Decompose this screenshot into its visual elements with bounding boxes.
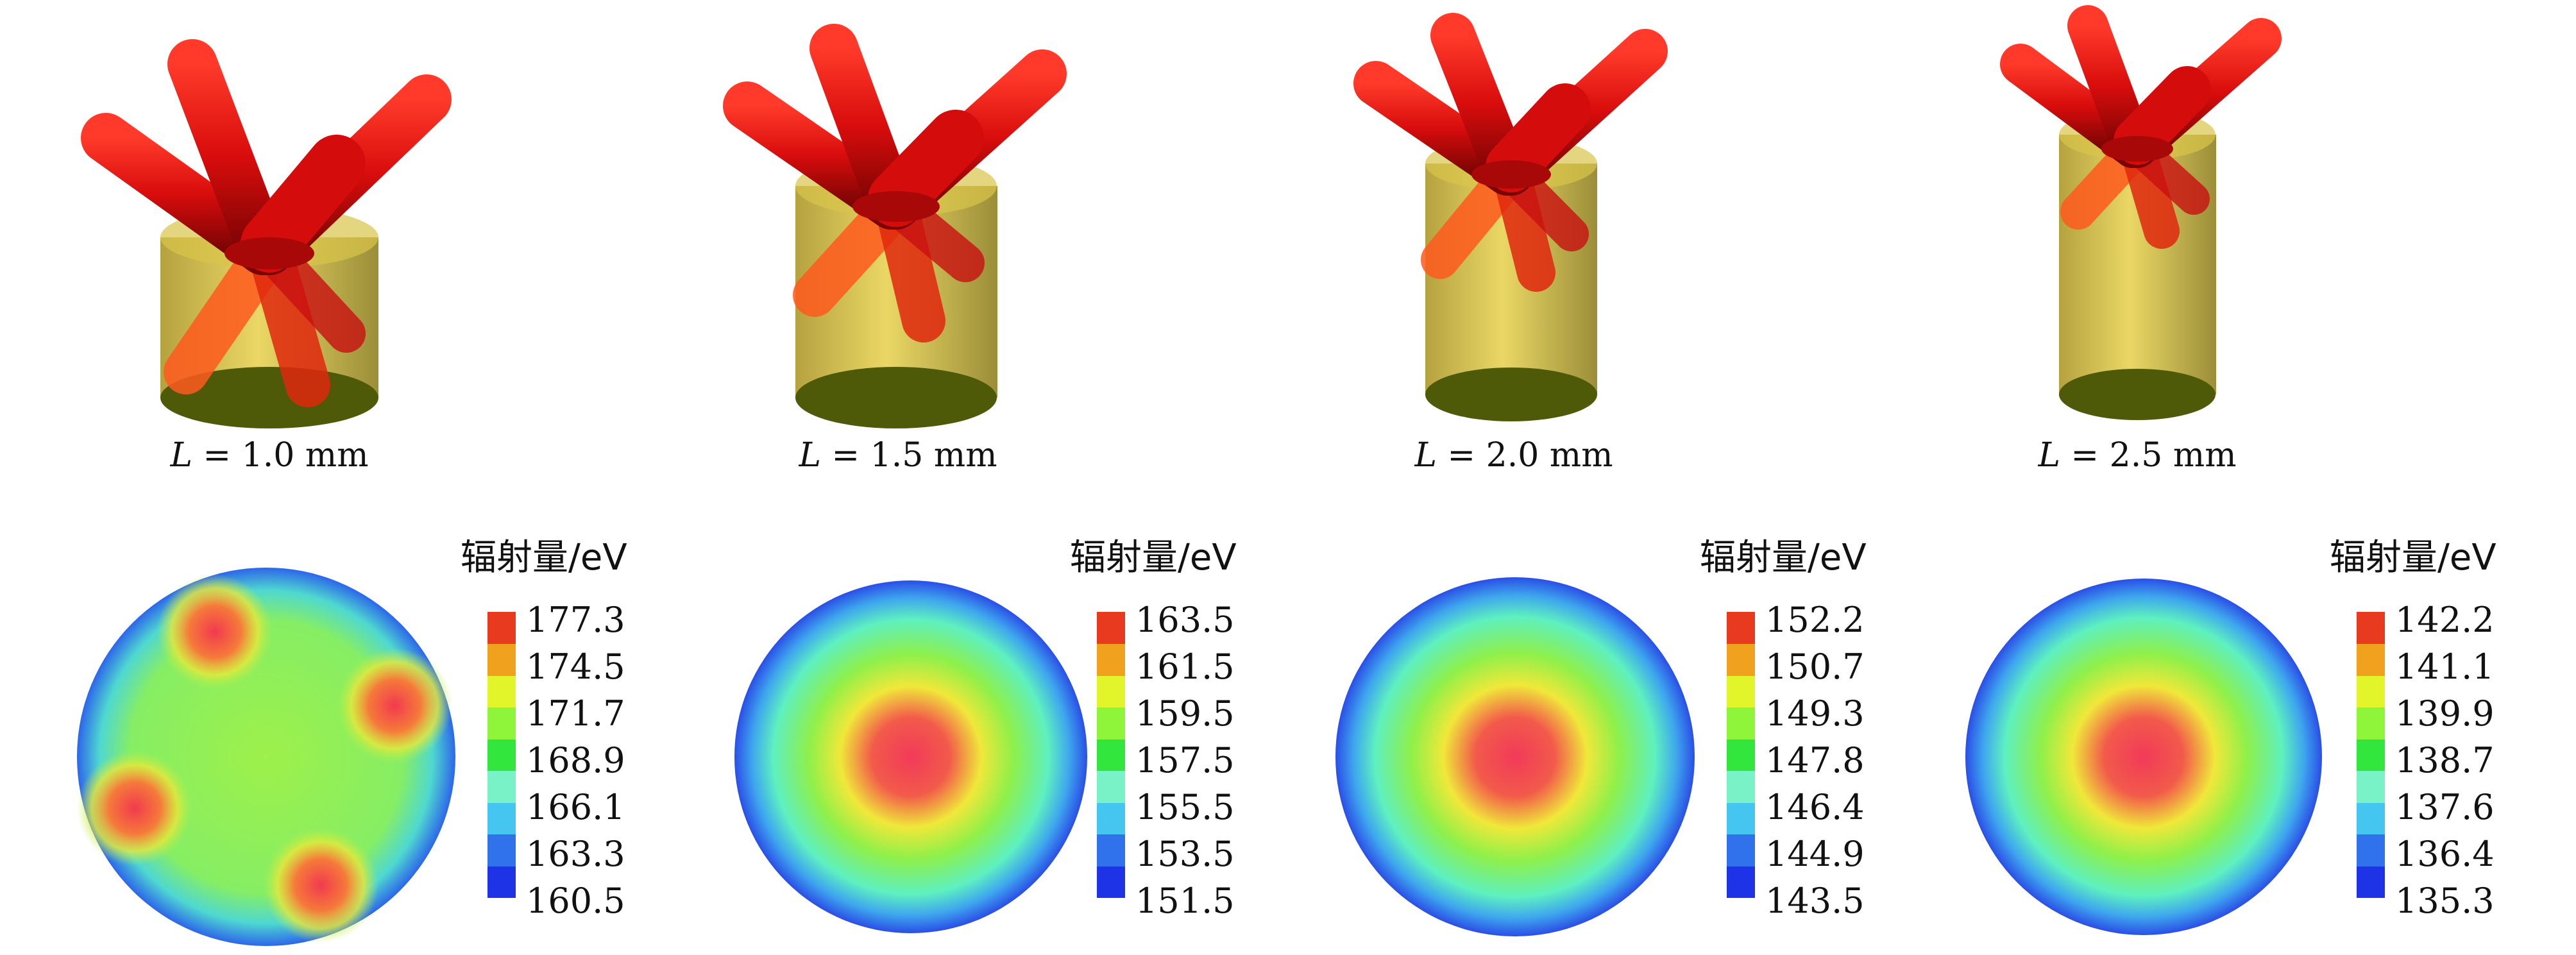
legend-tick: 163.5 <box>1135 600 1235 640</box>
panel-1: L = 1.0 mm 辐射量/eV 177.3 174.5 171 <box>0 0 644 955</box>
caption-equals: = <box>821 436 870 475</box>
caption-value: 2.0 <box>1486 436 1539 475</box>
nozzle-model-2 <box>723 24 1067 428</box>
legend-tick: 152.2 <box>1765 600 1865 640</box>
radiation-map-3 <box>1335 577 1695 936</box>
legend-tick: 135.3 <box>2395 881 2495 921</box>
nozzle-model-4 <box>2000 5 2282 420</box>
caption-unit: mm <box>923 436 997 475</box>
caption-3: L = 2.0 mm <box>1334 436 1693 475</box>
legend-title-4: 辐射量/eV <box>2330 537 2496 579</box>
legend-tick: 142.2 <box>2395 600 2495 640</box>
caption-value: 2.5 <box>2109 436 2163 475</box>
caption-1: L = 1.0 mm <box>90 436 449 475</box>
legend-tick: 138.7 <box>2395 740 2495 781</box>
legend-tick: 177.3 <box>526 600 625 640</box>
legend-tick: 149.3 <box>1765 693 1865 734</box>
legend-tick: 151.5 <box>1135 881 1235 921</box>
legend-tick: 163.3 <box>526 834 625 874</box>
legend-tick: 137.6 <box>2395 787 2495 827</box>
legend-title-2: 辐射量/eV <box>1070 537 1237 579</box>
panel-2: L = 1.5 mm 辐射量/eV 163.5 161.5 159.5 157.… <box>641 0 1285 955</box>
legend-title-1: 辐射量/eV <box>461 537 627 579</box>
legend-tick: 139.9 <box>2395 693 2495 734</box>
legend-tick: 168.9 <box>526 740 625 781</box>
legend-tick: 153.5 <box>1135 834 1235 874</box>
caption-variable: L <box>1414 436 1437 475</box>
legend-tick: 174.5 <box>526 647 625 687</box>
panel-3: L = 2.0 mm 辐射量/eV 152.2 150.7 149.3 147.… <box>1283 0 1927 955</box>
colorbar-3 <box>1727 612 1755 898</box>
colorbar-2 <box>1097 612 1125 898</box>
caption-variable: L <box>2038 436 2061 475</box>
legend-tick: 146.4 <box>1765 787 1865 827</box>
legend-tick: 159.5 <box>1135 693 1235 734</box>
panel-4: L = 2.5 mm 辐射量/eV 142.2 141.1 139.9 138.… <box>1924 0 2568 955</box>
colorbar-4 <box>2357 612 2385 898</box>
legend-tick: 147.8 <box>1765 740 1865 781</box>
caption-4: L = 2.5 mm <box>1958 436 2317 475</box>
legend-tick: 144.9 <box>1765 834 1865 874</box>
legend-tick: 157.5 <box>1135 740 1235 781</box>
colorbar-1 <box>487 612 516 898</box>
legend-tick: 143.5 <box>1765 881 1865 921</box>
nozzle-model-3 <box>1353 13 1668 421</box>
legend-tick: 171.7 <box>526 693 625 734</box>
caption-unit: mm <box>2162 436 2237 475</box>
radiation-map-1 <box>77 568 455 946</box>
legend-tick: 161.5 <box>1135 647 1235 687</box>
legend-tick: 155.5 <box>1135 787 1235 827</box>
caption-unit: mm <box>1539 436 1613 475</box>
caption-equals: = <box>1437 436 1486 475</box>
legend-tick: 141.1 <box>2395 647 2495 687</box>
legend-tick: 166.1 <box>526 787 625 827</box>
legend-tick: 136.4 <box>2395 834 2495 874</box>
caption-value: 1.5 <box>870 436 924 475</box>
nozzle-model-1 <box>81 39 452 428</box>
legend-tick: 150.7 <box>1765 647 1865 687</box>
caption-unit: mm <box>294 436 369 475</box>
caption-equals: = <box>192 436 242 475</box>
caption-equals: = <box>2060 436 2110 475</box>
legend-tick: 160.5 <box>526 881 625 921</box>
radiation-map-4 <box>1965 579 2322 935</box>
caption-2: L = 1.5 mm <box>718 436 1078 475</box>
caption-value: 1.0 <box>241 436 295 475</box>
legend-title-3: 辐射量/eV <box>1700 537 1867 579</box>
caption-variable: L <box>170 436 193 475</box>
radiation-map-2 <box>734 580 1087 933</box>
caption-variable: L <box>799 436 822 475</box>
